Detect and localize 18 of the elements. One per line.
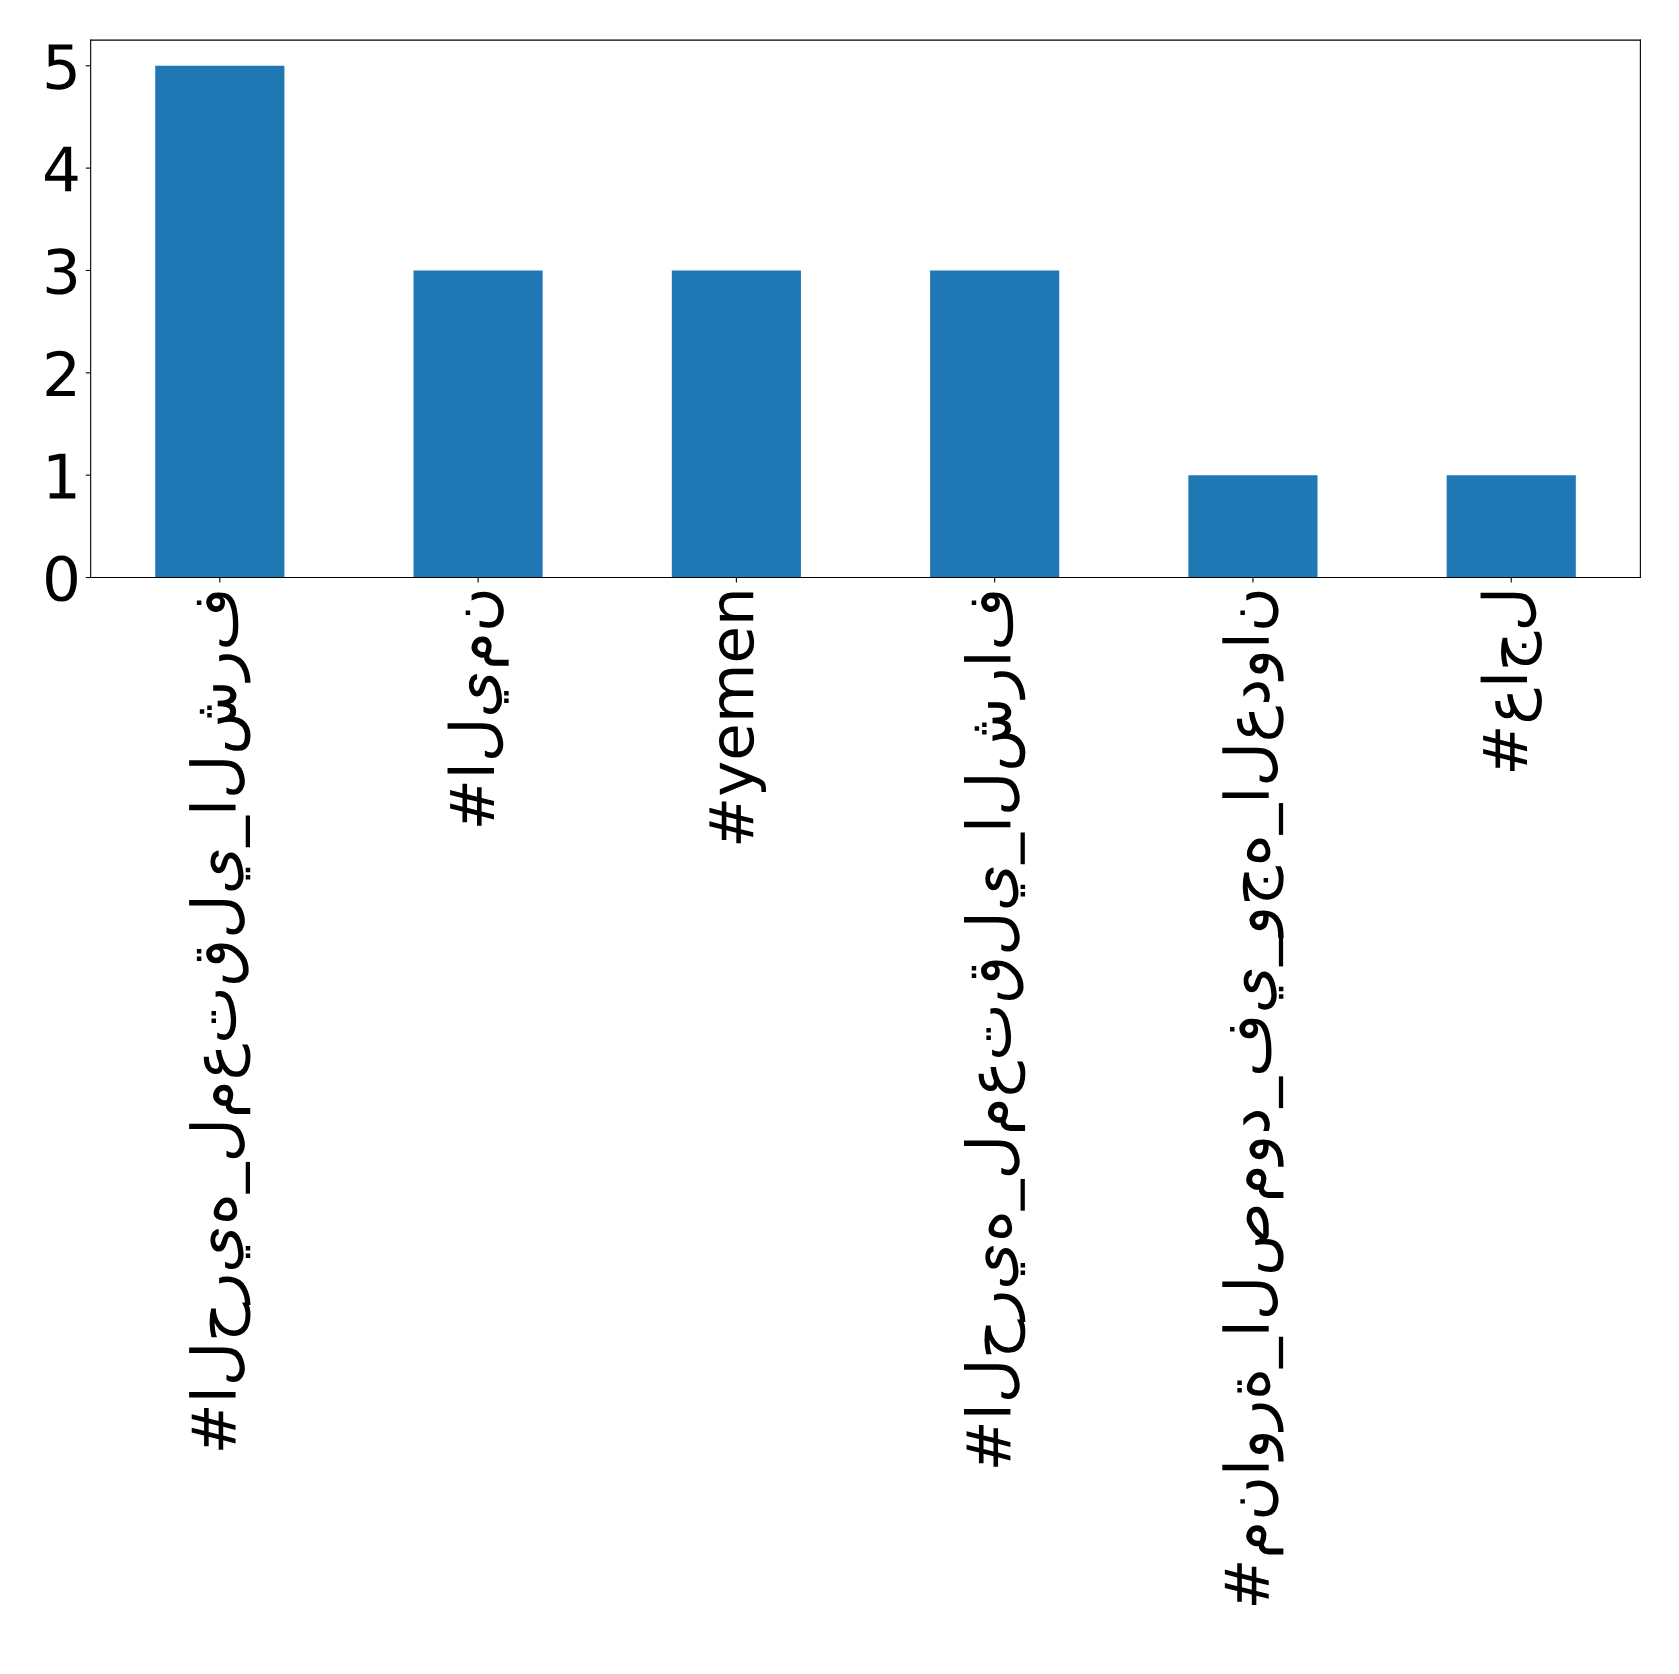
x-tick-label: #الحريه_لمعتقلي_الشرف xyxy=(189,592,251,1450)
y-tick-label: 1 xyxy=(48,453,76,499)
x-tick-label: #مناورة_الصمود_في_وجه_العدوان xyxy=(1222,591,1284,1606)
y-tick-label: 4 xyxy=(45,146,78,192)
bar xyxy=(671,270,801,578)
bar xyxy=(1188,475,1318,578)
x-tick-label: #اليمن xyxy=(447,591,509,826)
bar xyxy=(1446,475,1576,578)
y-tick-label: 2 xyxy=(46,350,75,397)
bar xyxy=(930,270,1060,578)
y-tick-label: 5 xyxy=(46,44,76,90)
y-tick-label: 3 xyxy=(46,248,77,295)
y-tick-label: 0 xyxy=(46,555,77,602)
bar xyxy=(155,65,285,578)
x-tick-label: #yemen xyxy=(709,592,766,844)
bar xyxy=(413,270,543,578)
x-tick-label: #الحريه_لمعتقلي_الشراف xyxy=(963,592,1026,1467)
x-tick-label: #عاجل xyxy=(1480,592,1542,772)
